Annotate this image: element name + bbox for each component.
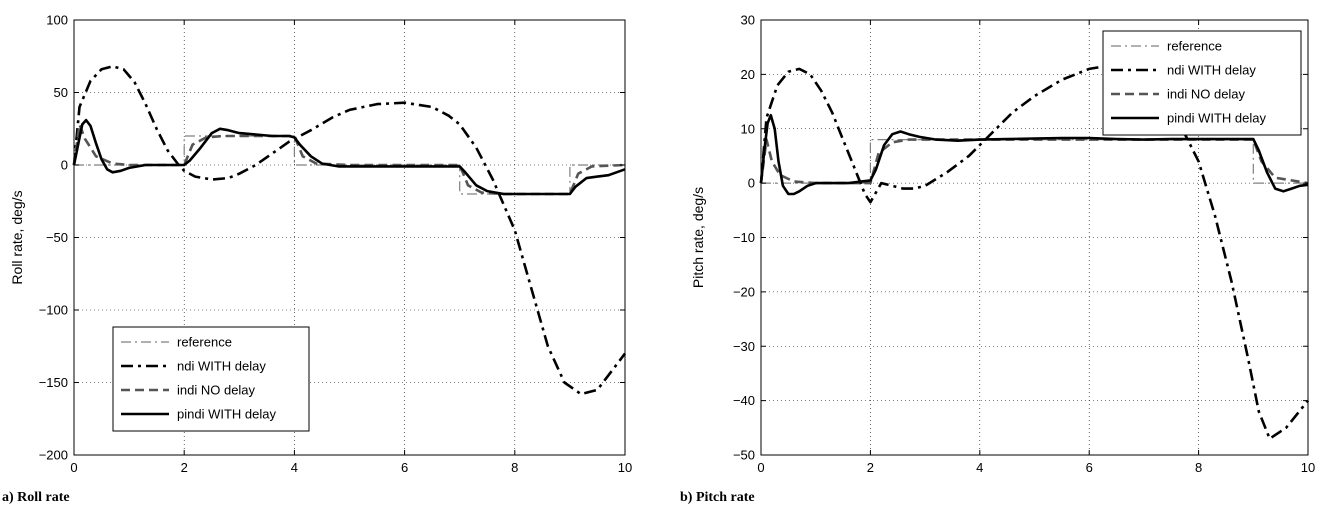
roll-rate-ylabel: Roll rate, deg/s xyxy=(9,190,25,284)
y-tick-label: −100 xyxy=(39,303,68,318)
x-tick-label: 0 xyxy=(70,460,77,475)
series-line-reference xyxy=(74,135,625,195)
y-tick-label: −50 xyxy=(733,448,755,463)
roll-rate-caption: a) Roll rate xyxy=(2,490,70,505)
y-tick-label: 0 xyxy=(61,158,68,173)
y-tick-label: −150 xyxy=(39,375,68,390)
legend-label: ndi WITH delay xyxy=(1167,63,1256,78)
pitch-rate-ylabel: Pitch rate, deg/s xyxy=(690,187,706,288)
y-tick-label: 50 xyxy=(54,85,68,100)
pitch-rate-panel: 0 2 4 6 8 10 −50 −40 −30 −20 −10 0 10 20 30 Pitch rate… xyxy=(680,13,1315,506)
series-line-indi-no-delay xyxy=(759,138,1309,185)
y-tick-label: −40 xyxy=(733,393,755,408)
x-tick-label: 6 xyxy=(1086,460,1093,475)
x-tick-label: 10 xyxy=(1301,460,1315,475)
y-tick-label: −10 xyxy=(733,230,755,245)
pitch-rate-series xyxy=(759,64,1310,441)
pitch-rate-caption: b) Pitch rate xyxy=(680,490,755,505)
pitch-rate-ticks: 0 2 4 6 8 10 −50 −40 −30 −20 −10 0 10 20 30 xyxy=(733,13,1315,476)
y-tick-label: −200 xyxy=(39,448,68,463)
legend-label: reference xyxy=(177,335,232,350)
x-tick-label: 4 xyxy=(291,460,298,475)
pitch-rate-legend: reference ndi WITH delay indi NO delay pind… xyxy=(1102,30,1302,136)
y-tick-label: −50 xyxy=(46,230,68,245)
roll-rate-ticks: 0 2 4 6 8 10 −200 −150 −100 −50 0 50 100 xyxy=(39,13,633,476)
roll-rate-series xyxy=(72,65,627,396)
x-tick-label: 6 xyxy=(401,460,408,475)
x-tick-label: 10 xyxy=(618,460,632,475)
series-line-pindi-with-delay xyxy=(759,113,1309,196)
roll-rate-legend: reference ndi WITH delay indi NO delay pind… xyxy=(112,326,310,432)
y-tick-label: 0 xyxy=(748,176,755,191)
legend-label: pindi WITH delay xyxy=(177,407,276,422)
series-line-ndi-with-delay xyxy=(759,64,1310,441)
series-line-pindi-with-delay xyxy=(72,118,626,196)
y-tick-label: 20 xyxy=(741,67,755,82)
y-tick-label: −20 xyxy=(733,284,755,299)
legend-label: ndi WITH delay xyxy=(177,359,266,374)
x-tick-label: 0 xyxy=(757,460,764,475)
roll-rate-grid xyxy=(74,20,625,455)
series-line-reference xyxy=(761,139,1308,184)
series-line-indi-no-delay xyxy=(72,123,626,196)
legend-label: indi NO delay xyxy=(177,383,256,398)
y-tick-label: −30 xyxy=(733,339,755,354)
x-tick-label: 2 xyxy=(867,460,874,475)
x-tick-label: 8 xyxy=(511,460,518,475)
x-tick-label: 8 xyxy=(1195,460,1202,475)
y-tick-label: 100 xyxy=(46,13,68,28)
x-tick-label: 4 xyxy=(976,460,983,475)
legend-label: indi NO delay xyxy=(1167,87,1246,102)
legend-label: pindi WITH delay xyxy=(1167,111,1266,126)
y-tick-label: 30 xyxy=(741,13,755,28)
y-tick-label: 10 xyxy=(741,121,755,136)
roll-rate-panel: 0 2 4 6 8 10 −200 −150 −100 −50 0 50 100 Roll rate, … xyxy=(2,13,632,506)
x-tick-label: 2 xyxy=(181,460,188,475)
legend-label: reference xyxy=(1167,39,1222,54)
